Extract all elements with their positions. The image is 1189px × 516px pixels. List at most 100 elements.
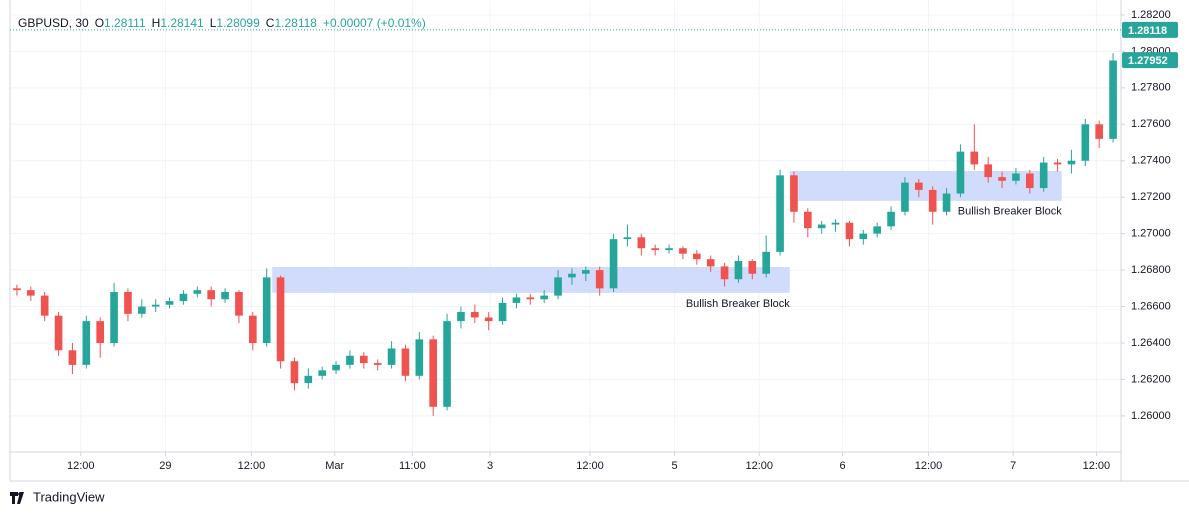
ohlc-value: 1.28118 [274, 16, 317, 30]
candle-body [706, 259, 715, 267]
candle-body [248, 315, 257, 344]
ohlc-label: O [95, 16, 104, 30]
candle-body [1025, 173, 1034, 189]
candle-body [96, 321, 105, 344]
y-tick-label: 1.26200 [1131, 373, 1171, 385]
candle-body [817, 224, 826, 229]
candle-body [873, 226, 882, 234]
candle-body [429, 339, 438, 407]
candle-body [124, 291, 132, 314]
x-tick-label: 12:00 [576, 460, 604, 472]
y-tick-label: 1.26600 [1131, 300, 1171, 312]
candle-body [1053, 162, 1062, 165]
candle-body [221, 291, 229, 300]
candle-body [665, 248, 673, 251]
candle-body [401, 348, 410, 376]
y-tick-label: 1.27200 [1131, 191, 1171, 203]
candle-body [110, 291, 118, 344]
candle-body [359, 355, 368, 364]
candle-body [13, 288, 21, 291]
candle-body [179, 293, 188, 302]
candles [13, 53, 1117, 416]
y-tick-label: 1.27000 [1131, 228, 1171, 240]
ohlc-value: 1.28099 [216, 16, 260, 30]
candle-body [901, 182, 909, 212]
candle-body [554, 277, 562, 296]
y-tick-label: 1.26800 [1131, 264, 1171, 276]
candle-body [692, 253, 701, 260]
candle-body [928, 189, 937, 212]
candle-body [457, 312, 465, 322]
candle-body [803, 211, 812, 229]
candle-body [776, 175, 784, 252]
candle-body [748, 260, 757, 274]
x-tick-label: 12:00 [915, 460, 943, 472]
price-label-box [1122, 21, 1178, 38]
candle-body [609, 239, 618, 289]
candle-body [970, 151, 979, 165]
candle-body [831, 222, 840, 225]
candle-body [1109, 60, 1117, 139]
ohlc-value: 1.28141 [160, 16, 204, 30]
change: +0.00007 (+0.01%) [323, 16, 426, 30]
y-tick-label: 1.28200 [1131, 9, 1171, 21]
candle-body [887, 211, 895, 227]
candle-body [914, 182, 923, 190]
candle-body [956, 151, 965, 194]
candle-body [290, 361, 299, 384]
candle-body [998, 177, 1006, 181]
candle-body [484, 317, 493, 322]
candle-body [387, 348, 396, 365]
candle-body [54, 315, 63, 351]
breaker-block [789, 170, 1062, 201]
candle-body [498, 302, 507, 322]
candle-body [193, 290, 202, 294]
y-tick-label: 1.27400 [1131, 155, 1171, 167]
y-tick-label: 1.27800 [1131, 82, 1171, 94]
candle-body [526, 297, 535, 300]
candle-body [26, 290, 35, 296]
candle-body [623, 237, 632, 240]
x-tick-label: 29 [159, 460, 171, 472]
candle-body [1012, 173, 1020, 181]
candle-body [512, 297, 521, 303]
candle-body [346, 355, 354, 365]
candle-body [859, 233, 868, 240]
price-label: 1.28118 [1128, 25, 1167, 37]
logo-dot [18, 492, 22, 496]
x-tick-label: 12:00 [745, 460, 773, 472]
candle-body [470, 312, 479, 318]
candle-body [235, 291, 243, 316]
candle-body [1081, 124, 1090, 161]
ohlc-label: L [210, 16, 217, 30]
logo: TradingView [10, 489, 105, 504]
candle-body [790, 175, 798, 212]
candle-body [637, 237, 646, 249]
price-label-box [1122, 52, 1178, 69]
breaker-block [272, 267, 790, 293]
x-tick-label: 12:00 [238, 460, 266, 472]
candle-body [68, 350, 77, 365]
candle-body [137, 306, 146, 314]
candle-body [332, 364, 340, 371]
ohlc-value: 1.28111 [104, 16, 146, 30]
zone-label: Bullish Breaker Block [958, 206, 1062, 218]
axes [9, 0, 1189, 482]
candle-body [318, 370, 327, 376]
candle-body [1095, 124, 1104, 139]
price-label: 1.27952 [1128, 55, 1168, 67]
x-tick-label: 6 [839, 460, 845, 472]
candle-body [207, 290, 216, 300]
symbol: GBPUSD, 30 [18, 16, 89, 30]
candle-body [276, 277, 285, 362]
candle-body [1067, 160, 1076, 165]
candle-body [720, 266, 729, 280]
x-tick-label: 7 [1010, 460, 1016, 472]
ohlc-label: C [266, 16, 275, 30]
y-tick-label: 1.27600 [1131, 118, 1171, 130]
candle-body [651, 248, 660, 251]
candle-body [568, 273, 576, 278]
candle-body [845, 222, 854, 240]
x-tick-label: 12:00 [67, 460, 95, 472]
